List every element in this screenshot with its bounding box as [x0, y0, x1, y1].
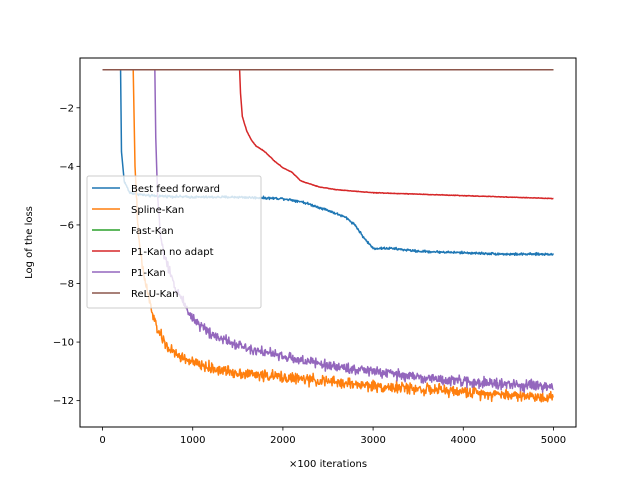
x-tick-label: 0: [99, 435, 105, 446]
x-tick-label: 4000: [451, 435, 476, 446]
legend-box: [86, 175, 262, 309]
x-tick-label: 1000: [180, 435, 205, 446]
legend-label: Best feed forward: [131, 184, 220, 195]
legend-label: ReLU-Kan: [131, 289, 179, 300]
y-tick-label: −2: [59, 103, 74, 114]
x-tick-label: 5000: [541, 435, 566, 446]
legend-label: P1-Kan no adapt: [131, 247, 214, 258]
x-axis-ticks: 0 1000 2000 3000 4000 5000: [99, 427, 566, 446]
y-axis-label: Log of the loss: [24, 206, 35, 279]
series-line-spline-kan: [102, 68, 554, 403]
y-tick-label: −10: [53, 338, 74, 349]
y-tick-label: −8: [59, 279, 74, 290]
legend: Best feed forward Spline-Kan Fast-Kan P1-Ka…: [86, 175, 262, 309]
x-axis-label: ×100 iterations: [289, 459, 367, 470]
legend-label: Fast-Kan: [131, 226, 174, 237]
x-tick-label: 2000: [270, 435, 295, 446]
legend-label: Spline-Kan: [131, 205, 184, 216]
y-tick-label: −4: [59, 162, 74, 173]
plot-frame: [79, 57, 577, 428]
y-tick-label: −12: [53, 396, 74, 407]
y-tick-label: −6: [59, 220, 74, 231]
x-tick-label: 3000: [360, 435, 385, 446]
y-axis-ticks: −12 −10 −8 −6 −4 −2: [53, 103, 80, 407]
legend-label: P1-Kan: [131, 268, 166, 279]
